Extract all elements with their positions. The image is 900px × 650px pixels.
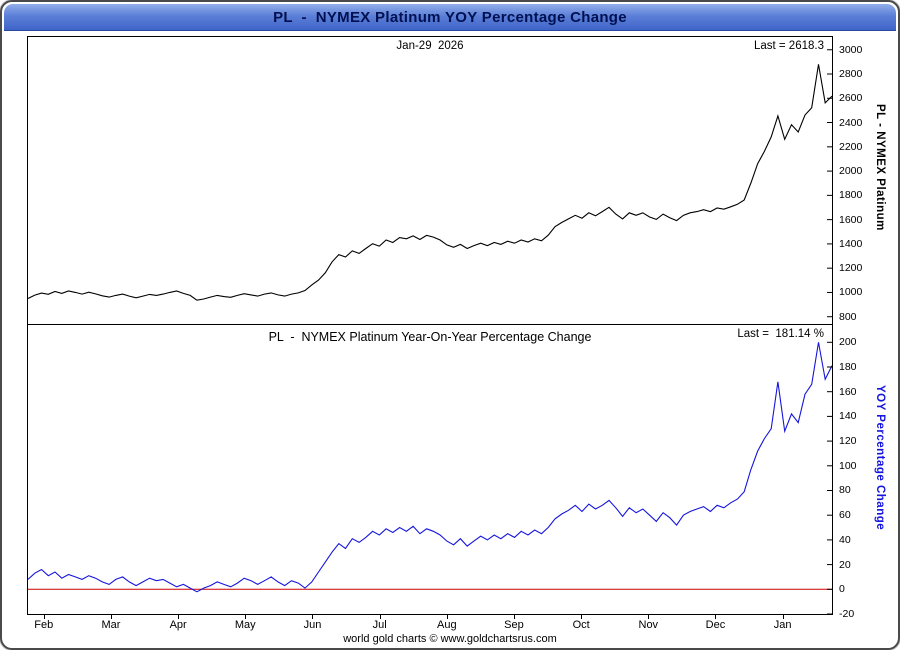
date-label: Jan-29 2026 <box>396 40 464 52</box>
window-titlebar: PL - NYMEX Platinum YOY Percentage Chang… <box>4 4 896 31</box>
window-title: PL - NYMEX Platinum YOY Percentage Chang… <box>273 8 627 26</box>
y-tick-label: 140 <box>839 410 857 423</box>
x-tick-mark <box>110 615 112 619</box>
y-tick-label: 120 <box>839 435 857 448</box>
x-tick-label: Apr <box>169 619 187 631</box>
x-tick-label: Jun <box>303 619 322 631</box>
yoy-axis-title: YOY Percentage Change <box>874 385 886 531</box>
y-tick-label: 2800 <box>839 68 863 80</box>
x-tick-mark <box>43 615 45 619</box>
yoy-percentage-change-series <box>28 342 832 593</box>
x-tick-mark <box>446 615 448 619</box>
price-panel: Jan-29 2026 Last = 2618.3 <box>27 36 833 325</box>
x-tick-label: Nov <box>638 619 659 631</box>
x-tick-mark <box>581 615 583 619</box>
yoy-y-axis: 200 180 160 140 120 100 80 60 40 20 0 -20 <box>834 324 878 620</box>
y-tick-label: 1800 <box>839 189 863 202</box>
y-tick-label: 2400 <box>839 116 863 129</box>
yoy-line-chart <box>28 341 832 614</box>
y-tick-label: 20 <box>839 558 851 571</box>
x-tick-mark <box>715 615 717 619</box>
y-tick-label: -20 <box>839 608 855 620</box>
x-tick-mark <box>245 615 247 619</box>
y-tick-label: 1000 <box>839 286 863 299</box>
x-tick-mark <box>782 615 784 619</box>
x-tick-label: Mar <box>101 619 121 631</box>
x-tick-mark <box>312 615 314 619</box>
x-tick-mark <box>513 615 515 619</box>
x-tick-mark <box>379 615 381 619</box>
y-tick-label: 1600 <box>839 213 863 226</box>
x-tick-label: Feb <box>34 619 54 631</box>
x-tick-label: Jul <box>372 619 387 631</box>
x-axis-months: Feb Mar Apr May Jun Jul Aug Sep Oct Nov Dec Jan <box>27 615 833 633</box>
x-tick-label: Oct <box>572 619 590 631</box>
y-tick-label: 40 <box>839 533 851 546</box>
x-tick-mark <box>648 615 650 619</box>
x-tick-label: Sep <box>504 619 524 631</box>
y-tick-label: 80 <box>839 484 851 497</box>
x-tick-label: Aug <box>436 619 457 631</box>
y-tick-label: 180 <box>839 360 857 373</box>
x-tick-mark <box>178 615 180 619</box>
x-tick-label: Jan <box>773 619 792 631</box>
yoy-panel-title: PL - NYMEX Platinum Year-On-Year Percent… <box>268 330 592 344</box>
y-tick-label: 2000 <box>839 165 863 178</box>
pl-nymex-platinum-price-series <box>28 64 832 301</box>
y-tick-label: 60 <box>839 509 851 522</box>
y-tick-label: 2600 <box>839 92 863 105</box>
y-tick-label: 2200 <box>839 140 863 153</box>
y-tick-label: 3000 <box>839 43 863 56</box>
x-tick-label: May <box>234 619 256 631</box>
yoy-last-value-label: Last = 181.14 % <box>737 328 824 340</box>
y-tick-label: 1400 <box>839 237 863 250</box>
footer-credit: world gold charts © www.goldchartsrus.co… <box>343 633 557 645</box>
x-tick-label: Dec <box>705 619 726 631</box>
price-axis-title: PL - NYMEX Platinum <box>874 104 886 231</box>
y-tick-label: 0 <box>839 583 845 596</box>
y-tick-label: 160 <box>839 385 857 398</box>
price-last-value-label: Last = 2618.3 <box>753 40 824 52</box>
y-tick-label: 100 <box>839 459 857 472</box>
price-line-chart <box>28 49 832 318</box>
yoy-panel: PL - NYMEX Platinum Year-On-Year Percent… <box>27 324 833 615</box>
y-tick-label: 800 <box>839 310 857 323</box>
price-y-axis: 3000 2800 2600 2400 2200 2000 1800 1600 1400 1200… <box>834 36 878 325</box>
y-tick-label: 200 <box>839 336 857 349</box>
y-tick-label: 1200 <box>839 262 863 275</box>
